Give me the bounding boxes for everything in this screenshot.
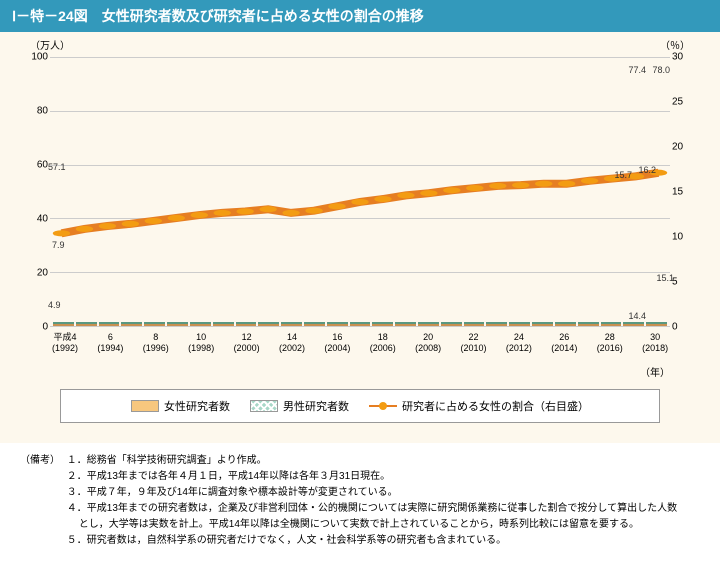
anno-female-last2: 15.1 <box>656 273 674 283</box>
legend-ratio: 研究者に占める女性の割合（右目盛） <box>369 398 589 414</box>
chart-title: Ⅰ－特－24図 女性研究者数及び研究者に占める女性の割合の推移 <box>0 0 720 32</box>
left-unit: （万人） <box>30 37 70 52</box>
anno-female-first: 4.9 <box>48 300 61 310</box>
year-axis-label: （年） <box>20 364 700 379</box>
plot-area: 57.1 4.9 7.9 77.4 78.0 14.4 15.1 15.7 16… <box>50 57 670 327</box>
right-unit: （％） <box>660 37 690 52</box>
chart-area: （万人） （％） 020406080100 051015202530 57.1 … <box>50 42 670 362</box>
chart-wrap: （万人） （％） 020406080100 051015202530 57.1 … <box>0 32 720 443</box>
x-axis-labels: 平成4(1992)6(1994)8(1996)10(1998)12(2000)1… <box>50 332 670 362</box>
legend-female: 女性研究者数 <box>131 398 230 414</box>
anno-male-last2: 78.0 <box>652 65 670 75</box>
notes-label: （備考） <box>20 453 60 469</box>
bars <box>50 57 670 326</box>
anno-ratio-last2: 16.2 <box>638 165 656 175</box>
anno-total-first: 57.1 <box>48 162 66 172</box>
notes-list: １．総務省「科学技術研究調査」より作成。２．平成13年までは各年４月１日，平成1… <box>67 453 687 549</box>
anno-female-last1: 14.4 <box>628 311 646 321</box>
notes: （備考） １．総務省「科学技術研究調査」より作成。２．平成13年までは各年４月１… <box>0 443 720 559</box>
legend-female-box <box>131 400 159 412</box>
chart-container: Ⅰ－特－24図 女性研究者数及び研究者に占める女性の割合の推移 （万人） （％）… <box>0 0 720 559</box>
legend: 女性研究者数 男性研究者数 研究者に占める女性の割合（右目盛） <box>60 389 660 423</box>
legend-ratio-line <box>369 405 397 407</box>
legend-male-box <box>250 400 278 412</box>
anno-ratio-first: 7.9 <box>52 240 65 250</box>
legend-male: 男性研究者数 <box>250 398 349 414</box>
anno-male-last1: 77.4 <box>628 65 646 75</box>
anno-ratio-last1: 15.7 <box>614 170 632 180</box>
